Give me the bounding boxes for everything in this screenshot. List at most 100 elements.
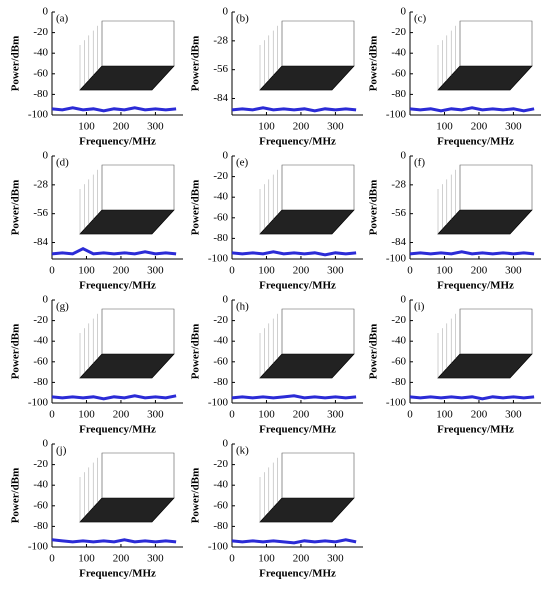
x-tick-label: 200 bbox=[471, 265, 488, 277]
noise-line bbox=[231, 250, 357, 257]
y-axis-label: Power/dBm bbox=[368, 36, 380, 92]
y-tick-label: -60 bbox=[33, 355, 48, 367]
inset-floor bbox=[259, 497, 355, 523]
y-tick-label: -80 bbox=[213, 376, 228, 388]
panel-label: (h) bbox=[236, 301, 249, 313]
y-tick-label: -100 bbox=[28, 397, 49, 409]
y-tick-label: -60 bbox=[391, 355, 406, 367]
x-axis-label: Frequency/MHz bbox=[437, 136, 514, 148]
noise-line bbox=[231, 538, 357, 545]
x-axis-label: Frequency/MHz bbox=[79, 568, 156, 580]
x-axis-label: Frequency/MHz bbox=[437, 280, 514, 292]
y-axis-label: Power/dBm bbox=[368, 324, 380, 380]
y-tick-label: -56 bbox=[391, 207, 406, 219]
y-tick-label: -40 bbox=[213, 479, 228, 491]
y-tick-label: -28 bbox=[213, 34, 228, 46]
y-axis-label: Power/dBm bbox=[190, 324, 202, 380]
x-axis-label: Frequency/MHz bbox=[79, 424, 156, 436]
panel-label: (a) bbox=[56, 13, 69, 25]
y-tick-label: -40 bbox=[33, 479, 48, 491]
x-axis-label: Frequency/MHz bbox=[259, 568, 336, 580]
panel-label: (g) bbox=[56, 301, 69, 313]
y-tick-label: -40 bbox=[391, 335, 406, 347]
noise-line bbox=[409, 106, 535, 113]
y-tick-label: 0 bbox=[43, 150, 49, 162]
y-tick-label: -80 bbox=[33, 376, 48, 388]
y-tick-label: -80 bbox=[213, 520, 228, 532]
noise-line bbox=[51, 247, 177, 256]
noise-line bbox=[51, 394, 177, 401]
y-tick-label: -84 bbox=[33, 236, 48, 248]
x-tick-label: 300 bbox=[147, 121, 164, 133]
inset-floor bbox=[437, 65, 533, 91]
y-tick-label: -20 bbox=[33, 26, 48, 38]
panel-label: (c) bbox=[414, 13, 427, 25]
inset-floor bbox=[259, 65, 355, 91]
y-tick-label: 0 bbox=[43, 6, 49, 18]
y-axis-label: Power/dBm bbox=[10, 36, 22, 92]
y-tick-label: 0 bbox=[223, 294, 229, 306]
x-tick-label: 300 bbox=[147, 553, 164, 565]
y-tick-label: -100 bbox=[28, 541, 49, 553]
inset-floor bbox=[79, 65, 175, 91]
y-tick-label: -100 bbox=[208, 541, 229, 553]
y-tick-label: -80 bbox=[391, 88, 406, 100]
y-tick-label: -20 bbox=[391, 26, 406, 38]
inset-floor bbox=[79, 353, 175, 379]
x-tick-label: 200 bbox=[293, 553, 310, 565]
x-tick-label: 100 bbox=[436, 121, 453, 133]
x-tick-label: 100 bbox=[78, 121, 95, 133]
x-tick-label: 100 bbox=[258, 409, 275, 421]
x-tick-label: 0 bbox=[407, 409, 413, 421]
x-tick-label: 0 bbox=[229, 409, 235, 421]
x-axis-label: Frequency/MHz bbox=[79, 280, 156, 292]
y-axis-label: Power/dBm bbox=[10, 180, 22, 236]
y-tick-label: 0 bbox=[401, 150, 407, 162]
y-tick-label: -100 bbox=[208, 253, 229, 265]
y-tick-label: -100 bbox=[208, 397, 229, 409]
y-tick-label: -56 bbox=[33, 207, 48, 219]
inset-floor bbox=[437, 353, 533, 379]
x-tick-label: 0 bbox=[49, 553, 55, 565]
x-tick-label: 300 bbox=[505, 409, 522, 421]
y-tick-label: -28 bbox=[391, 178, 406, 190]
y-tick-label: -60 bbox=[391, 67, 406, 79]
x-tick-label: 100 bbox=[78, 553, 95, 565]
panel-label: (k) bbox=[236, 445, 249, 457]
x-axis-label: Frequency/MHz bbox=[79, 136, 156, 148]
y-tick-label: -100 bbox=[386, 397, 407, 409]
inset-floor bbox=[259, 353, 355, 379]
x-tick-label: 0 bbox=[49, 409, 55, 421]
y-tick-label: -100 bbox=[386, 109, 407, 121]
inset-floor bbox=[259, 209, 355, 235]
y-tick-label: 0 bbox=[401, 6, 407, 18]
y-axis-label: Power/dBm bbox=[10, 468, 22, 524]
x-axis-label: Frequency/MHz bbox=[259, 280, 336, 292]
x-tick-label: 0 bbox=[49, 265, 55, 277]
y-tick-label: -80 bbox=[33, 520, 48, 532]
y-tick-label: -100 bbox=[28, 109, 49, 121]
panel-label: (d) bbox=[56, 157, 69, 169]
y-tick-label: 0 bbox=[223, 6, 229, 18]
y-tick-label: -40 bbox=[33, 47, 48, 59]
inset-floor bbox=[437, 209, 533, 235]
y-tick-label: -80 bbox=[33, 88, 48, 100]
y-tick-label: -20 bbox=[213, 314, 228, 326]
inset-floor bbox=[79, 209, 175, 235]
panel: 0 -28 -56 -84 100 200 300 (b) Power/dBm Frequency… bbox=[190, 6, 363, 148]
noise-line bbox=[51, 538, 177, 544]
x-tick-label: 200 bbox=[471, 121, 488, 133]
panel: 0 -20 -40 -60 -80 -100 100 200 300 (c) Power/dBm Fr… bbox=[368, 6, 541, 148]
x-tick-label: 200 bbox=[471, 409, 488, 421]
y-tick-label: -56 bbox=[213, 63, 228, 75]
y-tick-label: -20 bbox=[33, 314, 48, 326]
x-tick-label: 0 bbox=[229, 265, 235, 277]
x-axis-label: Frequency/MHz bbox=[259, 424, 336, 436]
panel-label: (i) bbox=[414, 301, 425, 313]
y-tick-label: 0 bbox=[401, 294, 407, 306]
y-tick-label: 0 bbox=[223, 438, 229, 450]
